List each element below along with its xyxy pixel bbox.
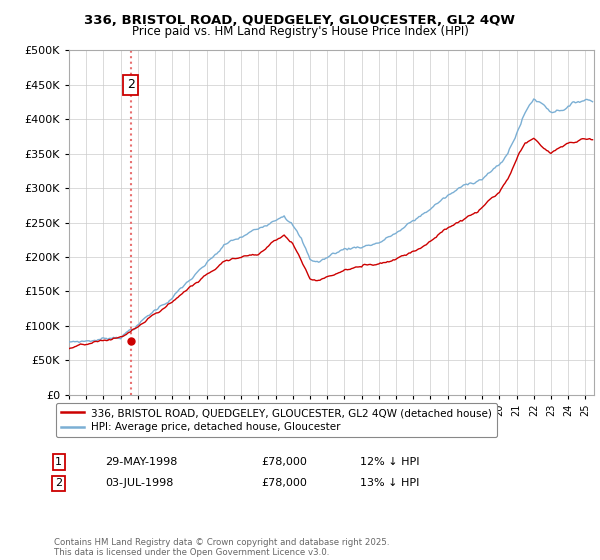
Text: 13% ↓ HPI: 13% ↓ HPI [360,478,419,488]
Text: 2: 2 [55,478,62,488]
Legend: 336, BRISTOL ROAD, QUEDGELEY, GLOUCESTER, GL2 4QW (detached house), HPI: Average: 336, BRISTOL ROAD, QUEDGELEY, GLOUCESTER… [56,403,497,437]
Text: Contains HM Land Registry data © Crown copyright and database right 2025.
This d: Contains HM Land Registry data © Crown c… [54,538,389,557]
Text: 2: 2 [127,78,134,91]
Text: 12% ↓ HPI: 12% ↓ HPI [360,457,419,467]
Text: 03-JUL-1998: 03-JUL-1998 [105,478,173,488]
Text: 336, BRISTOL ROAD, QUEDGELEY, GLOUCESTER, GL2 4QW: 336, BRISTOL ROAD, QUEDGELEY, GLOUCESTER… [85,14,515,27]
Text: £78,000: £78,000 [261,478,307,488]
Text: £78,000: £78,000 [261,457,307,467]
Text: 1: 1 [55,457,62,467]
Text: Price paid vs. HM Land Registry's House Price Index (HPI): Price paid vs. HM Land Registry's House … [131,25,469,38]
Text: 29-MAY-1998: 29-MAY-1998 [105,457,178,467]
